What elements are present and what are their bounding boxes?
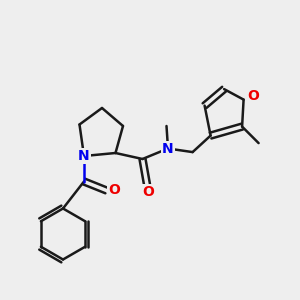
Text: N: N [78,149,90,163]
Text: O: O [108,184,120,197]
Text: O: O [142,185,154,199]
Text: N: N [162,142,174,155]
Text: O: O [247,89,259,103]
